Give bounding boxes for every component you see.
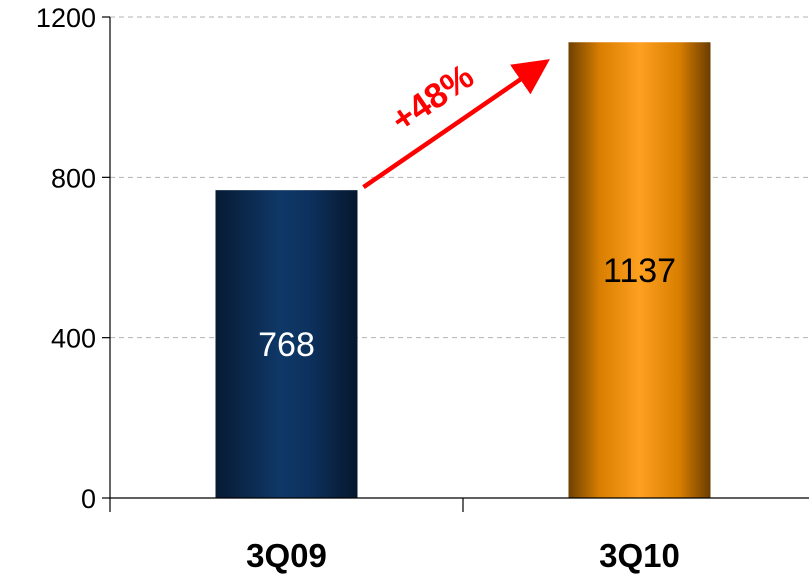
- axes: [109, 17, 809, 499]
- x-tick-label-3q10: 3Q10: [599, 537, 680, 574]
- growth-label: +48%: [384, 57, 481, 140]
- y-tick-label: 800: [51, 163, 96, 193]
- bar-3q10: [568, 42, 711, 498]
- y-tick-label: 0: [81, 484, 96, 514]
- growth-annotation: +48%: [362, 57, 550, 190]
- y-tick-label: 1200: [36, 3, 96, 33]
- data-label-3q10: 1137: [603, 252, 676, 290]
- data-labels: 768 1137: [258, 252, 676, 364]
- y-axis-ticks: 0 400 800 1200: [36, 3, 110, 514]
- x-tick-label-3q09: 3Q09: [246, 537, 327, 574]
- x-axis-ticks: 3Q09 3Q10: [109, 498, 680, 574]
- bars: [215, 42, 711, 498]
- data-label-3q09: 768: [258, 326, 315, 364]
- y-tick-label: 400: [51, 324, 96, 354]
- growth-arrow: [362, 59, 550, 190]
- bar-3q09: [215, 190, 358, 498]
